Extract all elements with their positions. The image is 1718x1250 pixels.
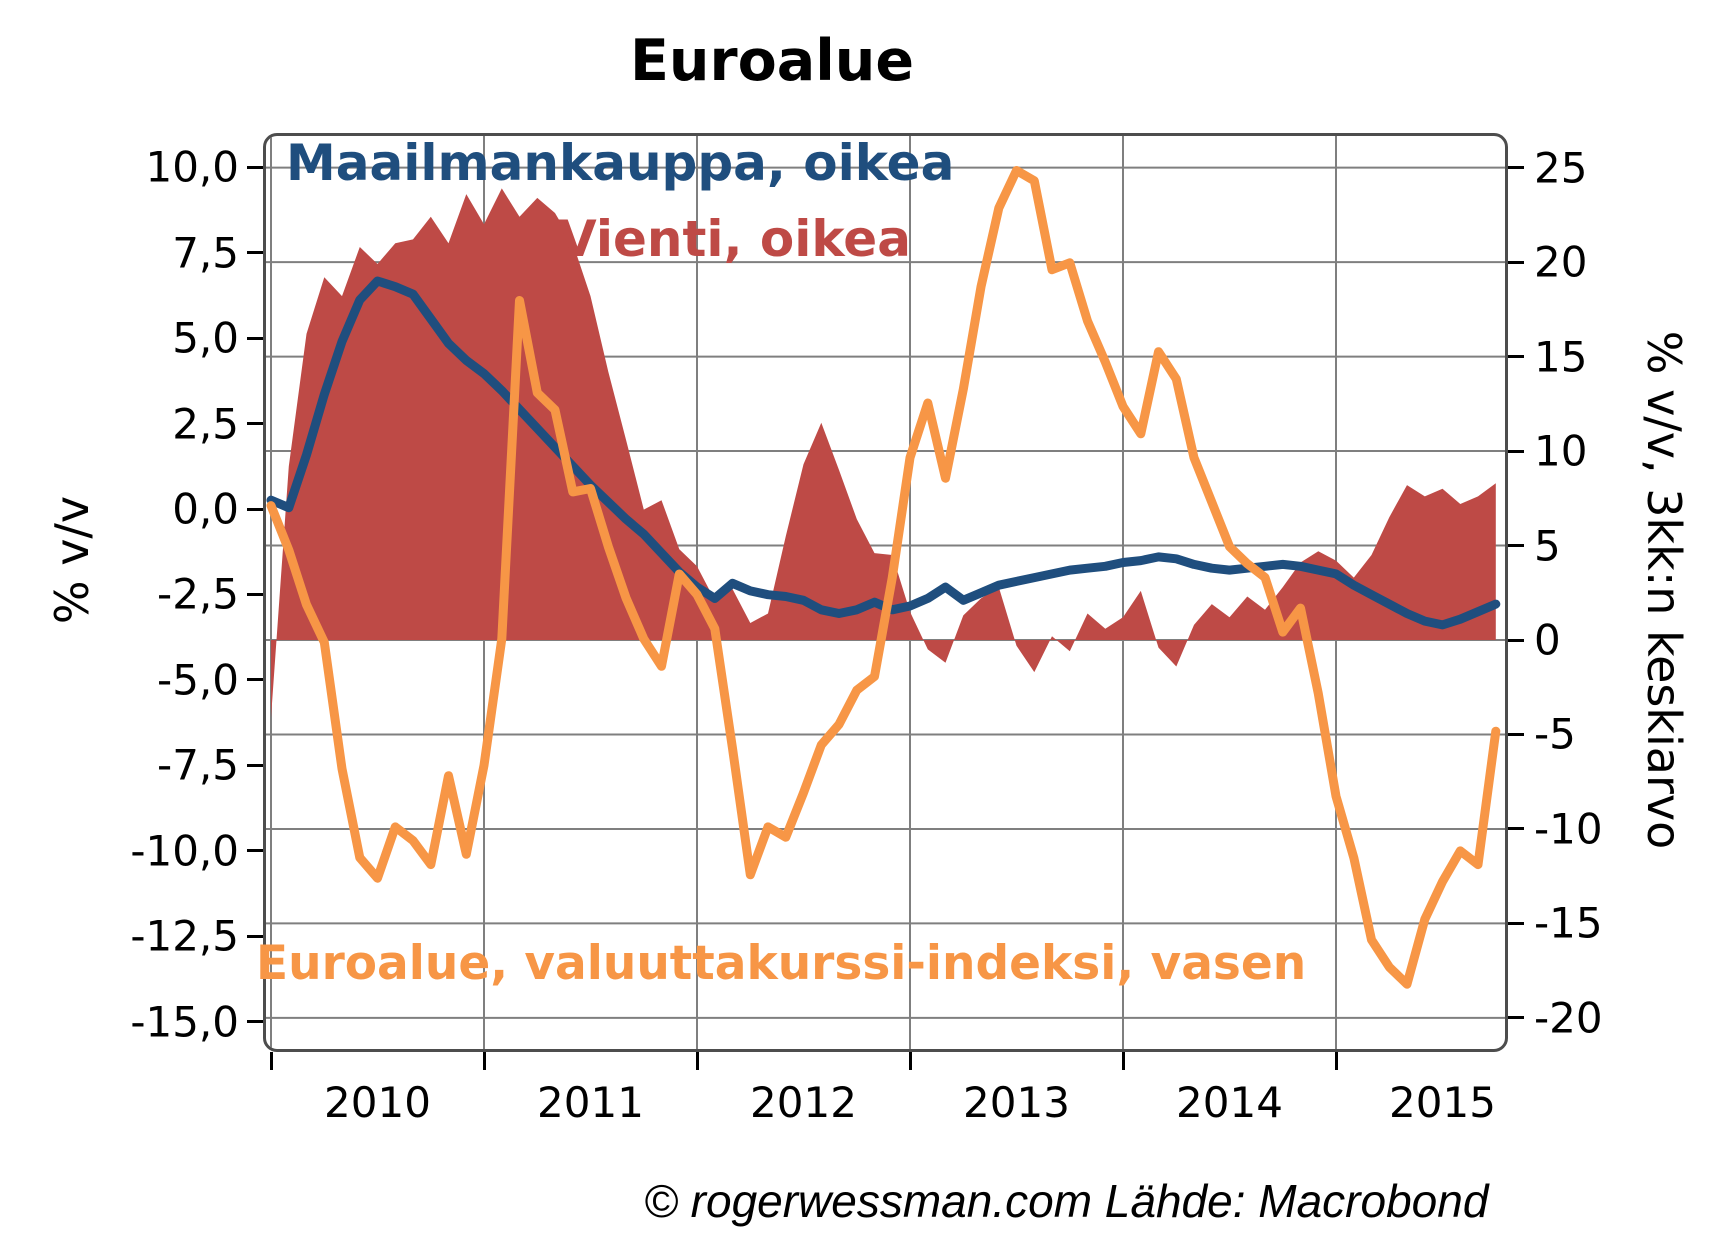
right-tick-label: -5 bbox=[1534, 709, 1576, 759]
left-tick-mark bbox=[247, 849, 263, 853]
right-tick-mark bbox=[1508, 260, 1524, 264]
left-tick-label: 2,5 bbox=[172, 399, 239, 449]
right-tick-label: 15 bbox=[1534, 332, 1588, 382]
left-tick-mark bbox=[247, 422, 263, 426]
x-tick-label: 2011 bbox=[537, 1078, 644, 1127]
left-tick-mark bbox=[247, 165, 263, 169]
right-tick-mark bbox=[1508, 355, 1524, 359]
right-tick-label: -10 bbox=[1534, 804, 1603, 854]
left-axis-title: % v/v bbox=[45, 495, 99, 625]
x-tick-label: 2010 bbox=[324, 1078, 431, 1127]
right-tick-mark bbox=[1508, 827, 1524, 831]
x-tick-label: 2013 bbox=[963, 1078, 1070, 1127]
left-tick-mark bbox=[247, 763, 263, 767]
left-tick-label: -12,5 bbox=[130, 911, 239, 961]
plot-area bbox=[263, 133, 1508, 1052]
left-tick-mark bbox=[247, 336, 263, 340]
x-tick-mark bbox=[1121, 1052, 1125, 1070]
left-tick-mark bbox=[247, 251, 263, 255]
left-tick-mark bbox=[247, 934, 263, 938]
source-note: © rogerwessman.com Lähde: Macrobond bbox=[644, 1175, 1489, 1227]
left-tick-label: -7,5 bbox=[157, 740, 239, 790]
vienti-area bbox=[271, 188, 1496, 718]
right-tick-mark bbox=[1508, 921, 1524, 925]
left-tick-label: 5,0 bbox=[172, 313, 239, 363]
left-tick-label: -15,0 bbox=[130, 997, 239, 1047]
right-tick-label: 25 bbox=[1534, 143, 1588, 193]
left-tick-label: 0,0 bbox=[172, 484, 239, 534]
right-tick-label: 20 bbox=[1534, 237, 1588, 287]
x-tick-label: 2014 bbox=[1176, 1078, 1283, 1127]
right-tick-mark bbox=[1508, 166, 1524, 170]
x-tick-mark bbox=[695, 1052, 699, 1070]
right-tick-label: -15 bbox=[1534, 898, 1603, 948]
right-axis-title: % v/v, 3kk:n keskiarvo bbox=[1637, 330, 1691, 850]
x-tick-mark bbox=[1334, 1052, 1338, 1070]
legend-valuuttakurssi-indeksi: Euroalue, valuuttakurssi-indeksi, vasen bbox=[256, 936, 1307, 991]
x-tick-mark bbox=[482, 1052, 486, 1070]
left-tick-mark bbox=[247, 1020, 263, 1024]
left-tick-label: -5,0 bbox=[157, 655, 239, 705]
right-tick-label: 10 bbox=[1534, 426, 1588, 476]
left-tick-label: 7,5 bbox=[172, 228, 239, 278]
right-tick-label: -20 bbox=[1534, 993, 1603, 1043]
x-tick-label: 2015 bbox=[1389, 1078, 1496, 1127]
right-tick-label: 0 bbox=[1534, 615, 1561, 665]
chart-canvas bbox=[266, 136, 1505, 1049]
left-tick-mark bbox=[247, 592, 263, 596]
x-tick-mark bbox=[908, 1052, 912, 1070]
chart-title: Euroalue bbox=[629, 28, 915, 94]
left-tick-mark bbox=[247, 507, 263, 511]
left-tick-label: -10,0 bbox=[130, 826, 239, 876]
legend-maailmankauppa: Maailmankauppa, oikea bbox=[286, 134, 955, 192]
left-tick-mark bbox=[247, 678, 263, 682]
x-tick-mark bbox=[269, 1052, 273, 1070]
right-tick-mark bbox=[1508, 449, 1524, 453]
x-tick-label: 2012 bbox=[750, 1078, 857, 1127]
left-tick-label: 10,0 bbox=[145, 142, 239, 192]
right-tick-mark bbox=[1508, 1016, 1524, 1020]
valuuttakurssi-line bbox=[266, 166, 1501, 989]
right-tick-mark bbox=[1508, 732, 1524, 736]
right-tick-label: 5 bbox=[1534, 521, 1561, 571]
right-tick-mark bbox=[1508, 544, 1524, 548]
right-tick-mark bbox=[1508, 638, 1524, 642]
left-tick-label: -2,5 bbox=[157, 569, 239, 619]
legend-vienti: Vienti, oikea bbox=[558, 210, 911, 268]
